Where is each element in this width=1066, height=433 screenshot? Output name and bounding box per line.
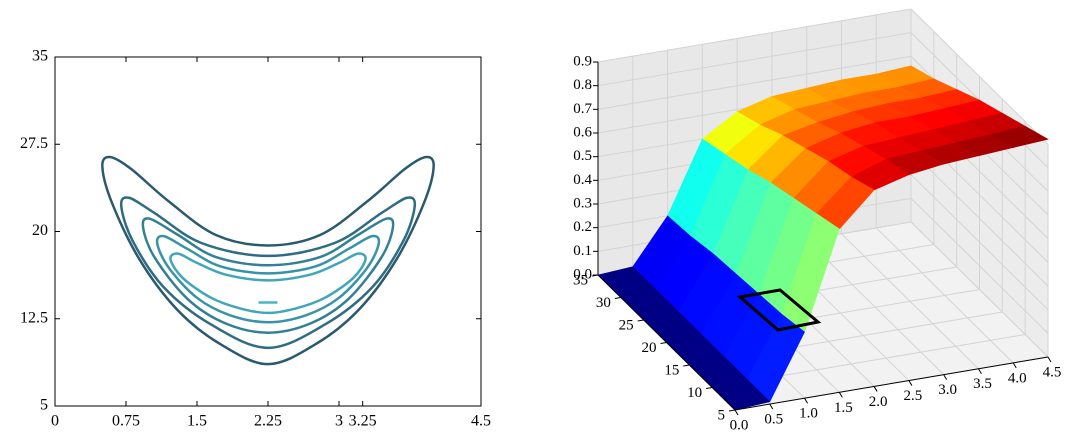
grid-line xyxy=(597,8,912,63)
y-tick-label: 10 xyxy=(687,385,702,401)
x-tick xyxy=(943,374,948,380)
y-tick-label: 35 xyxy=(32,48,48,65)
x-tick xyxy=(838,392,843,398)
y-tick-label: 30 xyxy=(596,295,611,311)
z-tick-label: 0.6 xyxy=(573,124,592,140)
x-tick-label: 4.5 xyxy=(471,413,491,430)
y-tick-label: 15 xyxy=(664,362,679,378)
contour-line xyxy=(155,234,381,324)
grid-line xyxy=(910,197,1049,334)
x-tick-label: 4.0 xyxy=(1008,370,1027,386)
x-tick-label: 4.5 xyxy=(1043,364,1062,380)
x-tick-label: 3.0 xyxy=(938,382,957,398)
x-tick xyxy=(804,397,808,404)
x-tick-label: 1.5 xyxy=(834,400,853,416)
z-tick-label: 0.8 xyxy=(573,77,592,93)
highlight-box xyxy=(736,288,822,332)
y-tick-label: 5 xyxy=(40,397,48,414)
x-tick-label: 3.5 xyxy=(973,376,992,392)
x-tick-label: 2.0 xyxy=(869,394,888,410)
axes: 0.0 0.5 1.0 1.5 2.0 2.5 3.0 3.5 4.0 4.5 5 10 15 20 25 3… xyxy=(573,53,1061,433)
y-tick-label: 35 xyxy=(573,272,588,288)
x-tick xyxy=(1012,362,1017,369)
x-tick-label: 1.0 xyxy=(799,406,818,422)
contour-line xyxy=(141,217,395,334)
contour-line xyxy=(169,252,367,315)
surface-plot: 0.0 0.5 1.0 1.5 2.0 2.5 3.0 3.5 4.0 4.5 5 10 15 20 25 3… xyxy=(573,8,1061,433)
x-tick-label: 0.0 xyxy=(730,417,749,433)
grid-line xyxy=(597,55,912,110)
y-tick xyxy=(660,342,667,344)
x-tick xyxy=(734,409,739,416)
z-tick-label: 0.5 xyxy=(573,148,592,164)
contour-plot: 0 0.75 1.5 2.25 3 3.25 4.5 5 12.5 20 27.5 35 xyxy=(20,48,491,430)
y-tick xyxy=(637,319,644,322)
z-tick-label: 0.4 xyxy=(573,172,592,188)
grid-line xyxy=(597,32,912,87)
z-tick-label: 0.2 xyxy=(573,219,592,235)
x-axis xyxy=(734,356,1049,411)
y-tick xyxy=(614,297,621,299)
grid-line xyxy=(910,150,1049,287)
x-tick-label: 2.5 xyxy=(904,388,923,404)
z-tick-label: 0.1 xyxy=(573,243,592,259)
y-tick-label: 5 xyxy=(718,407,726,423)
x-tick xyxy=(1047,356,1052,363)
x-tick xyxy=(873,386,878,392)
x-tick-label: 2.25 xyxy=(254,413,282,430)
x-tick-label: 3 xyxy=(335,413,343,430)
x-tick-label: 1.5 xyxy=(187,413,207,430)
y-tick xyxy=(728,409,736,412)
grid-line xyxy=(910,221,1049,358)
y-axis xyxy=(597,274,736,411)
grid-line xyxy=(910,8,1049,145)
x-tick-label: 0.5 xyxy=(764,412,783,428)
axes-frame xyxy=(54,56,482,407)
z-tick-label: 0.3 xyxy=(573,195,592,211)
x-tick-label: 0.75 xyxy=(112,413,140,430)
y-tick-label: 12.5 xyxy=(20,309,48,326)
z-tick-label: 0.9 xyxy=(573,53,592,69)
y-tick-label: 27.5 xyxy=(20,135,48,152)
x-tick xyxy=(908,380,913,386)
x-tick xyxy=(769,403,774,410)
y-tick-label: 20 xyxy=(642,340,657,356)
z-tick-label: 0.0 xyxy=(573,266,592,282)
y-tick xyxy=(706,387,713,389)
x-tick-label: 3.25 xyxy=(349,413,377,430)
x-tick-label: 0 xyxy=(51,413,59,430)
grid-line xyxy=(910,174,1049,311)
x-tick xyxy=(978,368,982,375)
contour-line xyxy=(101,155,435,366)
y-tick-label: 20 xyxy=(32,222,48,239)
z-tick-label: 0.7 xyxy=(573,101,592,117)
y-tick-label: 25 xyxy=(619,317,634,333)
contour-line xyxy=(119,196,417,350)
y-tick xyxy=(683,364,690,367)
